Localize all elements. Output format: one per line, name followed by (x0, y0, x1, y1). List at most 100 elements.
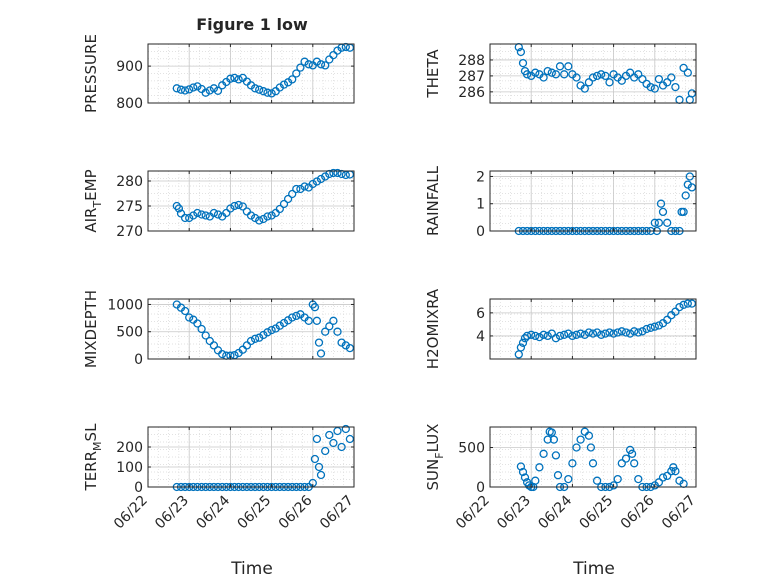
data-point (642, 324, 651, 334)
data-point (543, 331, 552, 341)
data-point (551, 451, 561, 460)
data-point (180, 306, 190, 316)
data-point (663, 78, 672, 87)
data-point (543, 435, 552, 444)
data-point (681, 191, 690, 200)
data-point (580, 330, 589, 339)
x-tick-label: 06/24 (535, 492, 575, 532)
y-tick-label: 0 (134, 352, 143, 368)
data-point (255, 85, 264, 94)
data-point (617, 76, 626, 85)
data-point (621, 454, 631, 463)
data-point (176, 209, 186, 218)
y-axis-label: THETA (424, 49, 442, 99)
subplot-pressure: 800 900 PRESSURE (82, 34, 355, 113)
data-point (267, 89, 276, 98)
data-point (654, 478, 664, 487)
data-point (193, 82, 202, 91)
data-point (522, 331, 532, 341)
data-point (205, 336, 214, 346)
data-point (613, 474, 622, 484)
data-point (288, 75, 297, 84)
data-point (321, 61, 330, 70)
data-point (189, 83, 198, 92)
data-point (201, 331, 210, 340)
data-point (576, 329, 585, 338)
data-point (222, 208, 231, 218)
data-point (226, 74, 235, 83)
data-point (209, 341, 219, 350)
subplot-rainfall: 0 1 2 RAINFALL (424, 165, 697, 240)
data-point (646, 82, 655, 92)
data-point (551, 334, 561, 343)
axes-box (147, 170, 355, 232)
data-point (292, 184, 301, 194)
axes-box (147, 298, 355, 360)
data-point (572, 330, 581, 339)
data-point (329, 438, 338, 448)
data-point (275, 204, 284, 214)
axes-box (489, 298, 697, 360)
subplot-terr_msl: 0 100 200 TERRMSL (82, 423, 355, 496)
data-point (630, 327, 639, 336)
data-point (560, 330, 569, 339)
data-point (333, 168, 342, 178)
data-point (325, 322, 334, 331)
figure-title: Figure 1 low (196, 15, 308, 34)
data-point (584, 328, 594, 337)
data-point (234, 75, 243, 84)
y-tick-label: 100 (116, 460, 143, 476)
axes-box (489, 43, 697, 104)
data-point (650, 218, 659, 227)
data-point (516, 343, 526, 352)
data-point (197, 210, 206, 219)
data-point (531, 331, 540, 341)
data-point (630, 459, 639, 468)
data-point (671, 467, 680, 476)
x-axis-label-right: Time (572, 559, 615, 579)
data-point (656, 199, 666, 208)
data-point (564, 62, 573, 71)
data-point (321, 446, 330, 456)
data-point (588, 459, 598, 468)
data-point (263, 212, 272, 221)
data-point (259, 87, 268, 96)
data-point (288, 189, 297, 199)
data-point (230, 201, 239, 211)
x-axis-label-left: Time (230, 559, 273, 579)
data-point (564, 329, 573, 338)
data-point (687, 299, 697, 308)
subplot-air_temp: 270 275 280 AIRTEMP (82, 168, 355, 240)
y-tick-label: 800 (116, 96, 143, 112)
data-point (345, 43, 355, 52)
data-point (547, 68, 556, 77)
data-point (654, 218, 664, 227)
data-point (310, 303, 320, 312)
data-point (625, 329, 635, 338)
minor-grid (490, 171, 696, 231)
data-point (271, 324, 280, 333)
y-tick-label: 270 (116, 224, 143, 240)
data-point (255, 333, 264, 342)
data-point (333, 327, 342, 336)
data-point (308, 179, 317, 189)
data-point (553, 471, 563, 480)
y-tick-label: 900 (116, 59, 143, 75)
y-tick-label: 500 (458, 441, 485, 457)
data-point (617, 459, 626, 468)
data-point (518, 338, 528, 347)
y-axis-label: H2OMIXRA (424, 288, 442, 369)
data-point (304, 316, 313, 325)
subplot-mixdepth: 0 500 1000 MIXDEPTH (82, 290, 355, 368)
data-point (609, 329, 618, 338)
data-point (687, 89, 697, 98)
y-tick-label: 1 (476, 197, 485, 213)
data-point (539, 73, 548, 82)
data-point (197, 324, 206, 334)
data-point (259, 214, 268, 224)
data-point (588, 329, 598, 338)
data-point (638, 74, 647, 84)
data-point (518, 58, 528, 68)
data-point (555, 331, 565, 341)
